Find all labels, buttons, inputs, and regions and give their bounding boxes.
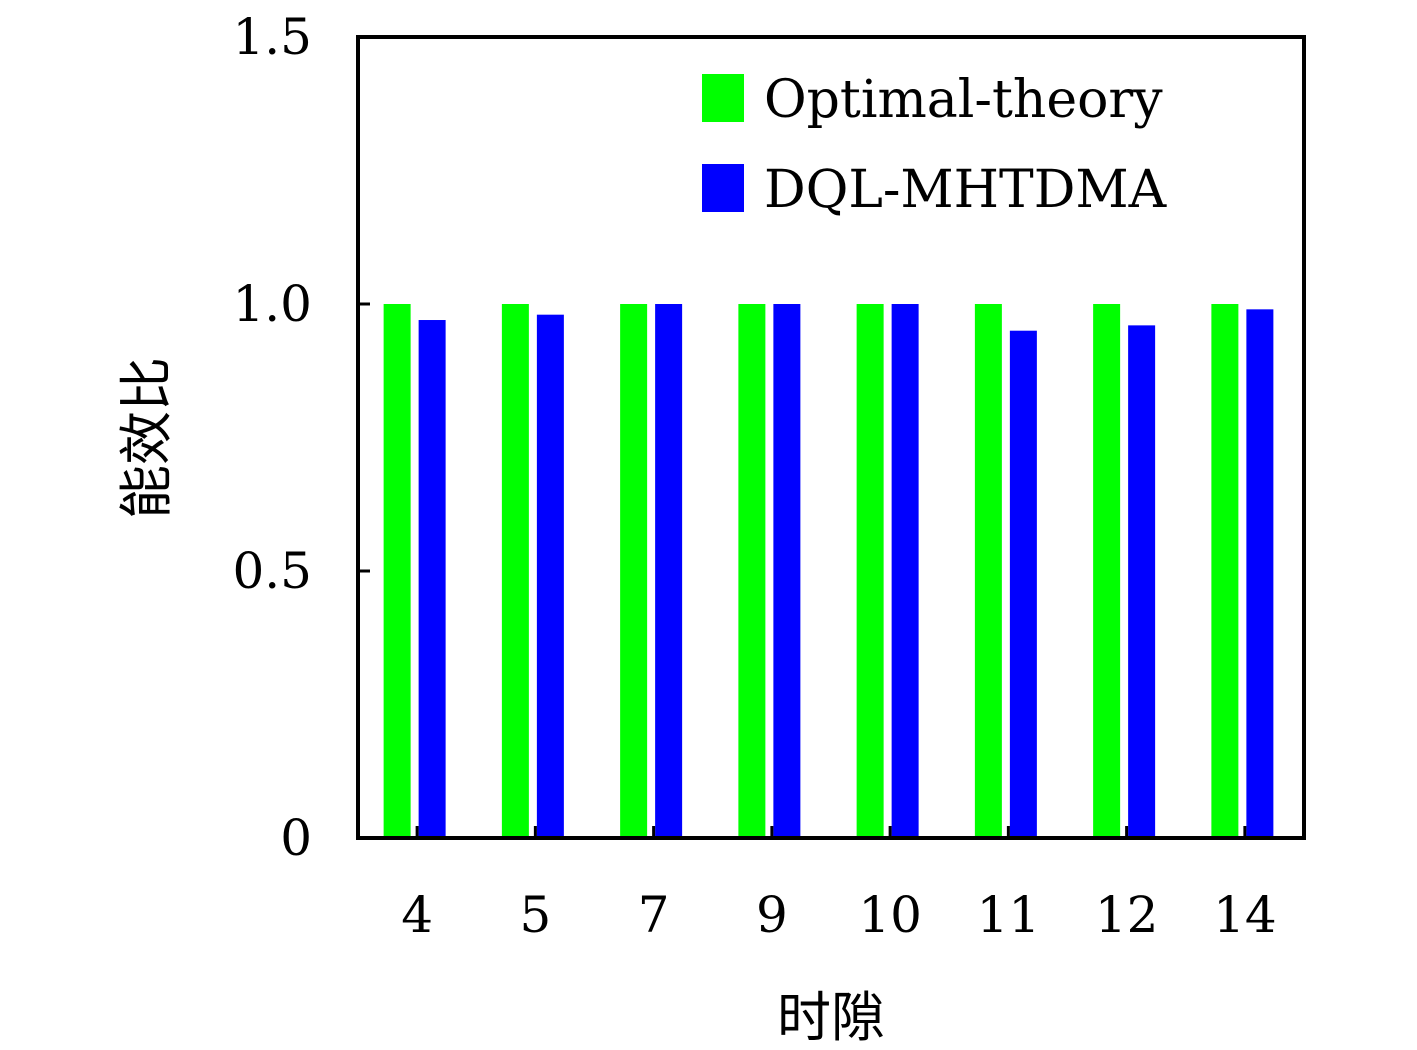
plot-frame [356,35,1306,840]
bar-optimal-theory-14 [1211,304,1239,838]
bar-optimal-theory-4 [383,304,411,838]
bar-dql-mhtdma-4 [418,320,446,838]
x-axis-title: 时隙 [777,986,885,1049]
legend-swatch-optimal-theory [702,74,744,122]
bars-layer [383,304,1274,839]
bar-optimal-theory-5 [501,304,529,838]
bar-dql-mhtdma-10 [891,304,919,838]
bar-optimal-theory-11 [974,304,1002,838]
x-tick-label: 11 [977,886,1041,944]
bar-optimal-theory-10 [856,304,884,838]
x-tick-label: 4 [401,886,433,944]
bar-dql-mhtdma-14 [1246,309,1274,839]
bar-dql-mhtdma-7 [655,304,683,838]
legend-label-dql-mhtdma: DQL-MHTDMA [764,160,1168,220]
x-tick-label: 9 [756,886,788,944]
x-tick-label: 14 [1213,886,1277,944]
x-tick-label: 5 [519,886,551,944]
legend-swatch-dql-mhtdma [702,164,744,212]
bar-dql-mhtdma-12 [1128,325,1156,838]
y-axis-title: 能效比 [115,357,178,519]
bar-dql-mhtdma-11 [1009,330,1037,838]
bar-optimal-theory-7 [620,304,648,838]
y-tick-label: 1.5 [232,8,312,66]
x-tick-label: 12 [1095,886,1159,944]
y-tick-label: 0.5 [232,542,312,600]
x-tick-label: 10 [858,886,922,944]
legend-label-optimal-theory: Optimal-theory [764,70,1163,130]
legend: Optimal-theory DQL-MHTDMA [702,70,1168,220]
bar-optimal-theory-9 [738,304,766,838]
y-tick-label: 0 [280,809,312,867]
bar-dql-mhtdma-5 [536,314,564,838]
bar-optimal-theory-12 [1093,304,1121,838]
x-tick-label: 7 [638,886,670,944]
y-tick-label: 1.0 [232,275,312,333]
bar-dql-mhtdma-9 [773,304,801,838]
